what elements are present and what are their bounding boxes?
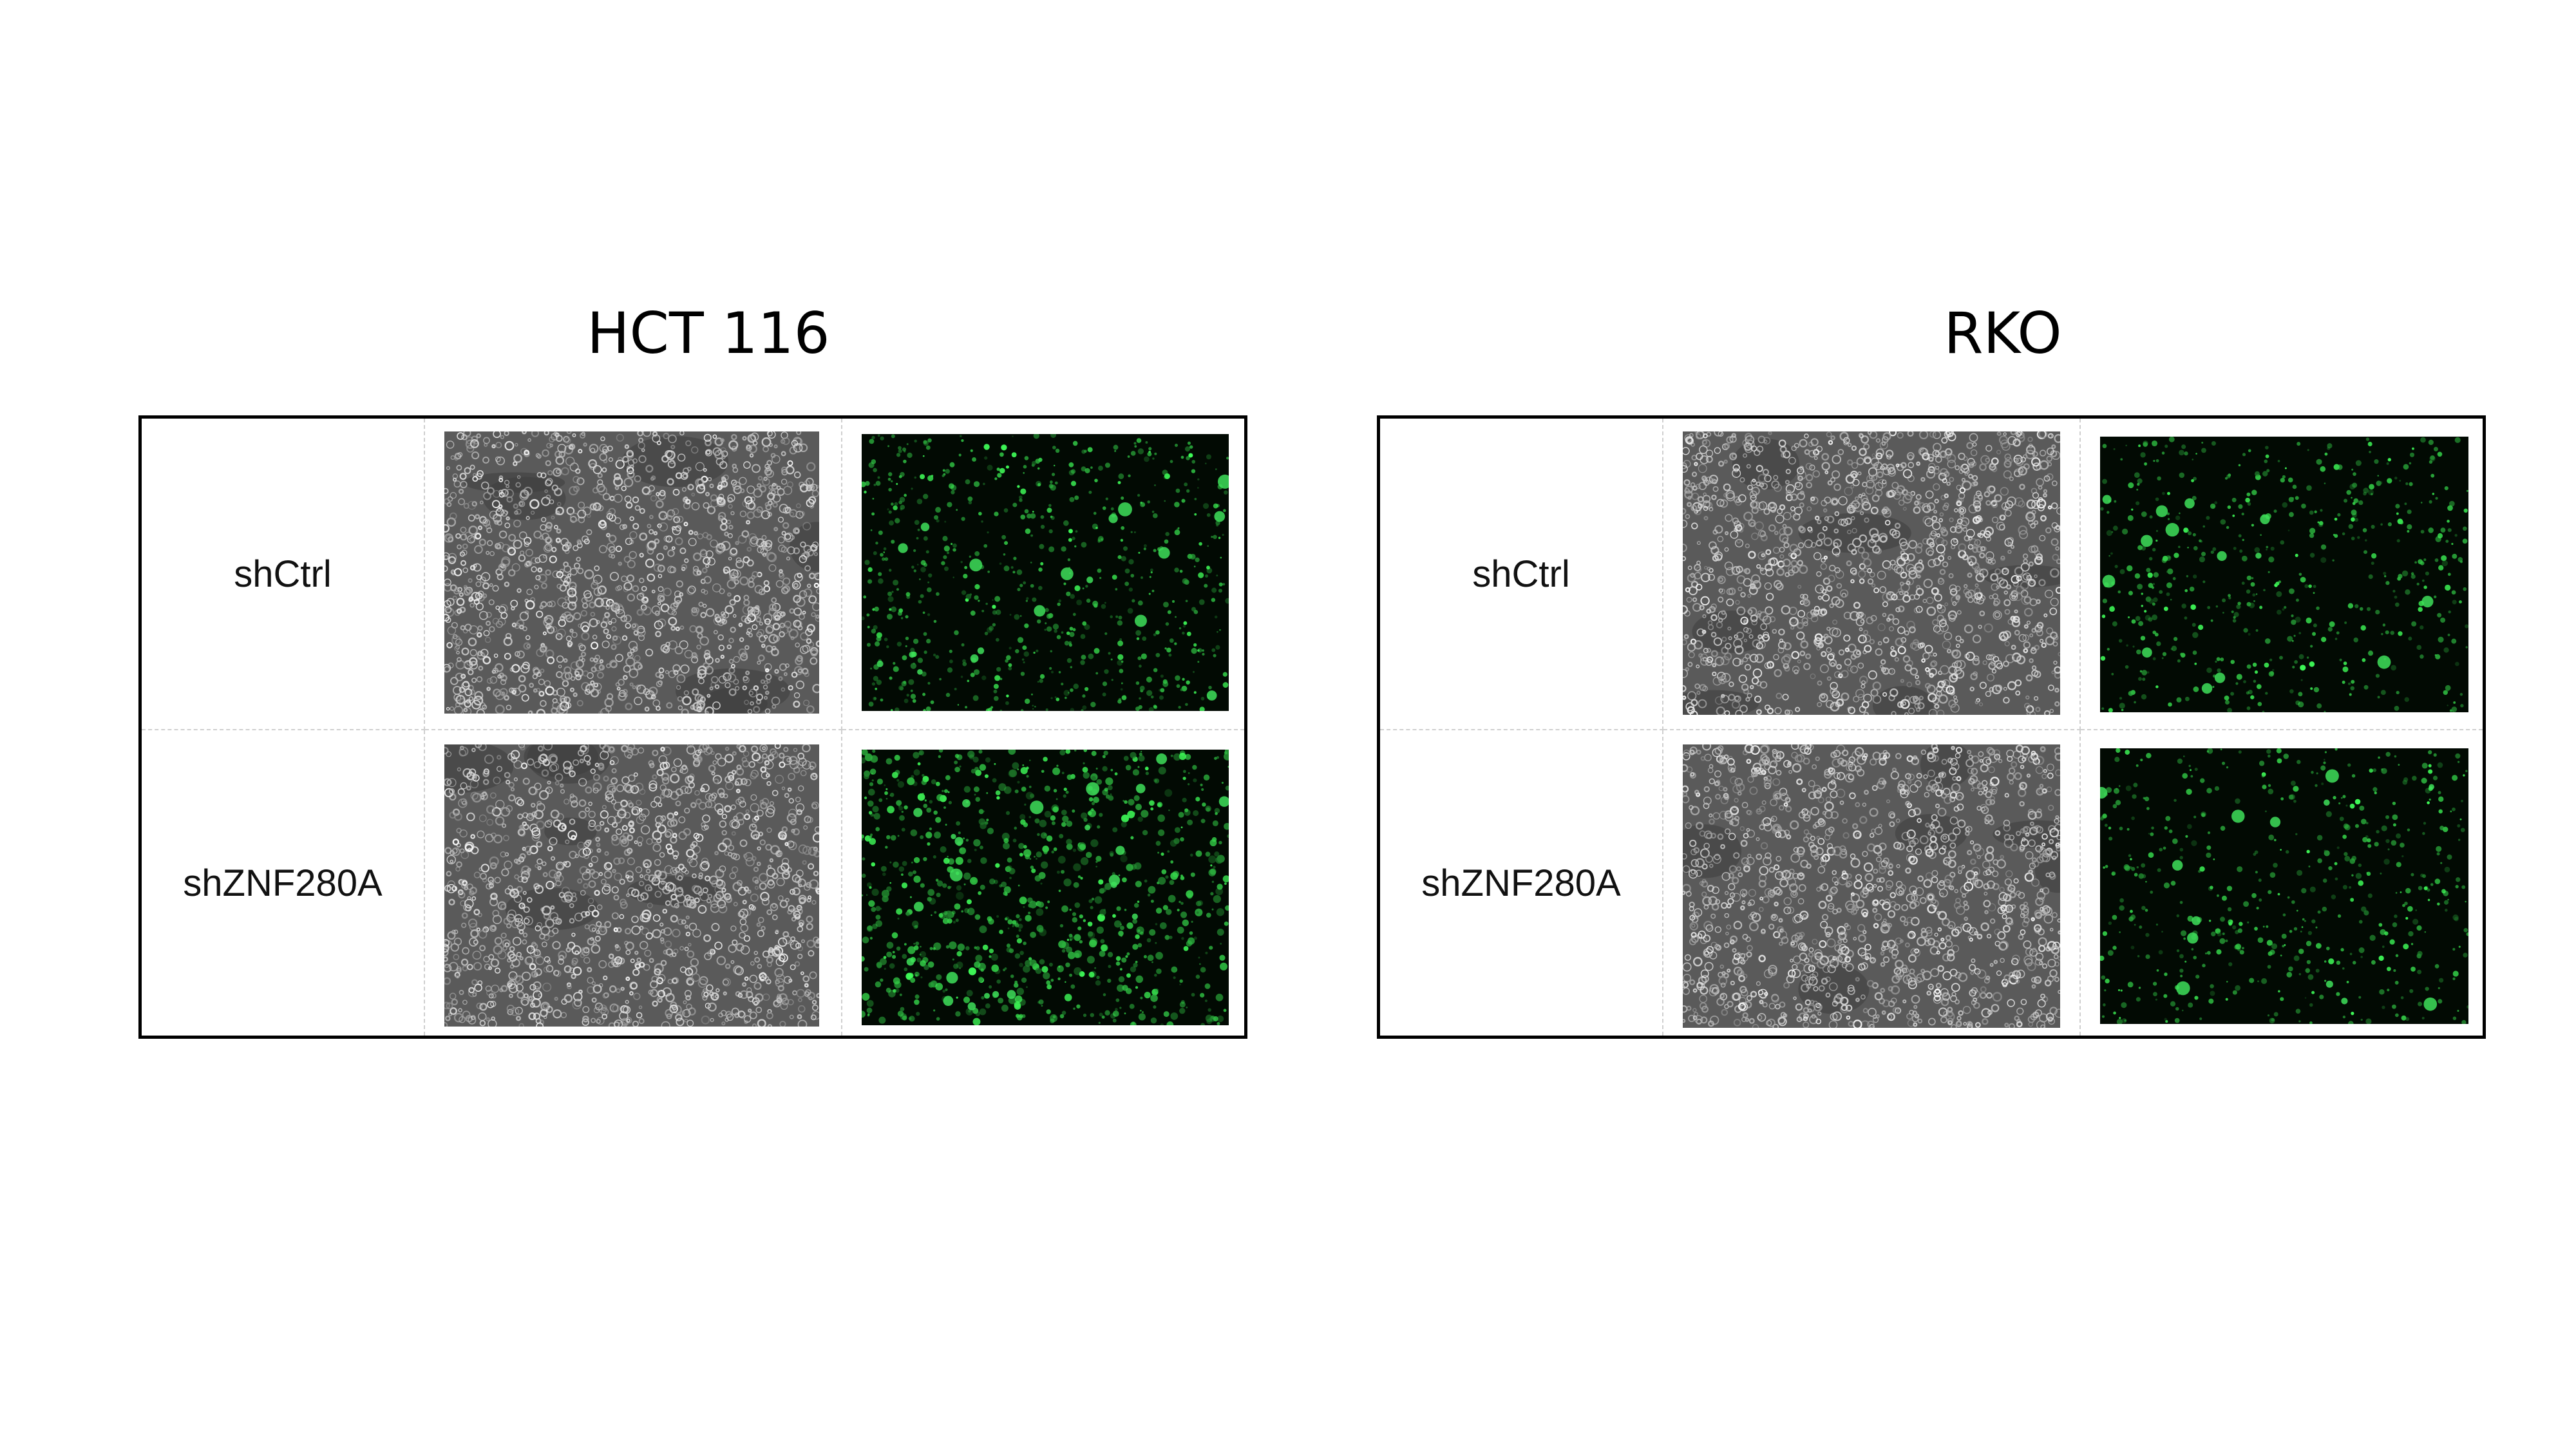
brightfield-micrograph [444,744,819,1027]
row-label-shznf280a: shZNF280A [1380,730,1663,1036]
fluorescence-image-cell [2081,730,2483,1036]
fluorescence-micrograph [862,750,1229,1025]
image-grid-hct116: shCtrl shZNF280A [138,415,1247,1039]
row-label-shctrl: shCtrl [142,419,425,730]
panel-title-rko: RKO [1944,300,2062,366]
fluorescence-image-cell [2081,419,2483,730]
fluorescence-micrograph [2100,748,2468,1024]
panel-title-hct116: HCT 116 [587,300,830,366]
brightfield-image-cell [1663,730,2081,1036]
brightfield-image-cell [1663,419,2081,730]
row-label-shctrl: shCtrl [1380,419,1663,730]
brightfield-micrograph [1683,431,2060,715]
fluorescence-micrograph [2100,437,2468,712]
brightfield-micrograph [444,431,819,714]
row-label-shznf280a: shZNF280A [142,730,425,1036]
brightfield-micrograph [1683,744,2060,1028]
brightfield-image-cell [425,419,842,730]
brightfield-image-cell [425,730,842,1036]
fluorescence-image-cell [842,419,1244,730]
fluorescence-image-cell [842,730,1244,1036]
image-grid-rko: shCtrl shZNF280A [1377,415,2486,1039]
fluorescence-micrograph [862,434,1229,711]
